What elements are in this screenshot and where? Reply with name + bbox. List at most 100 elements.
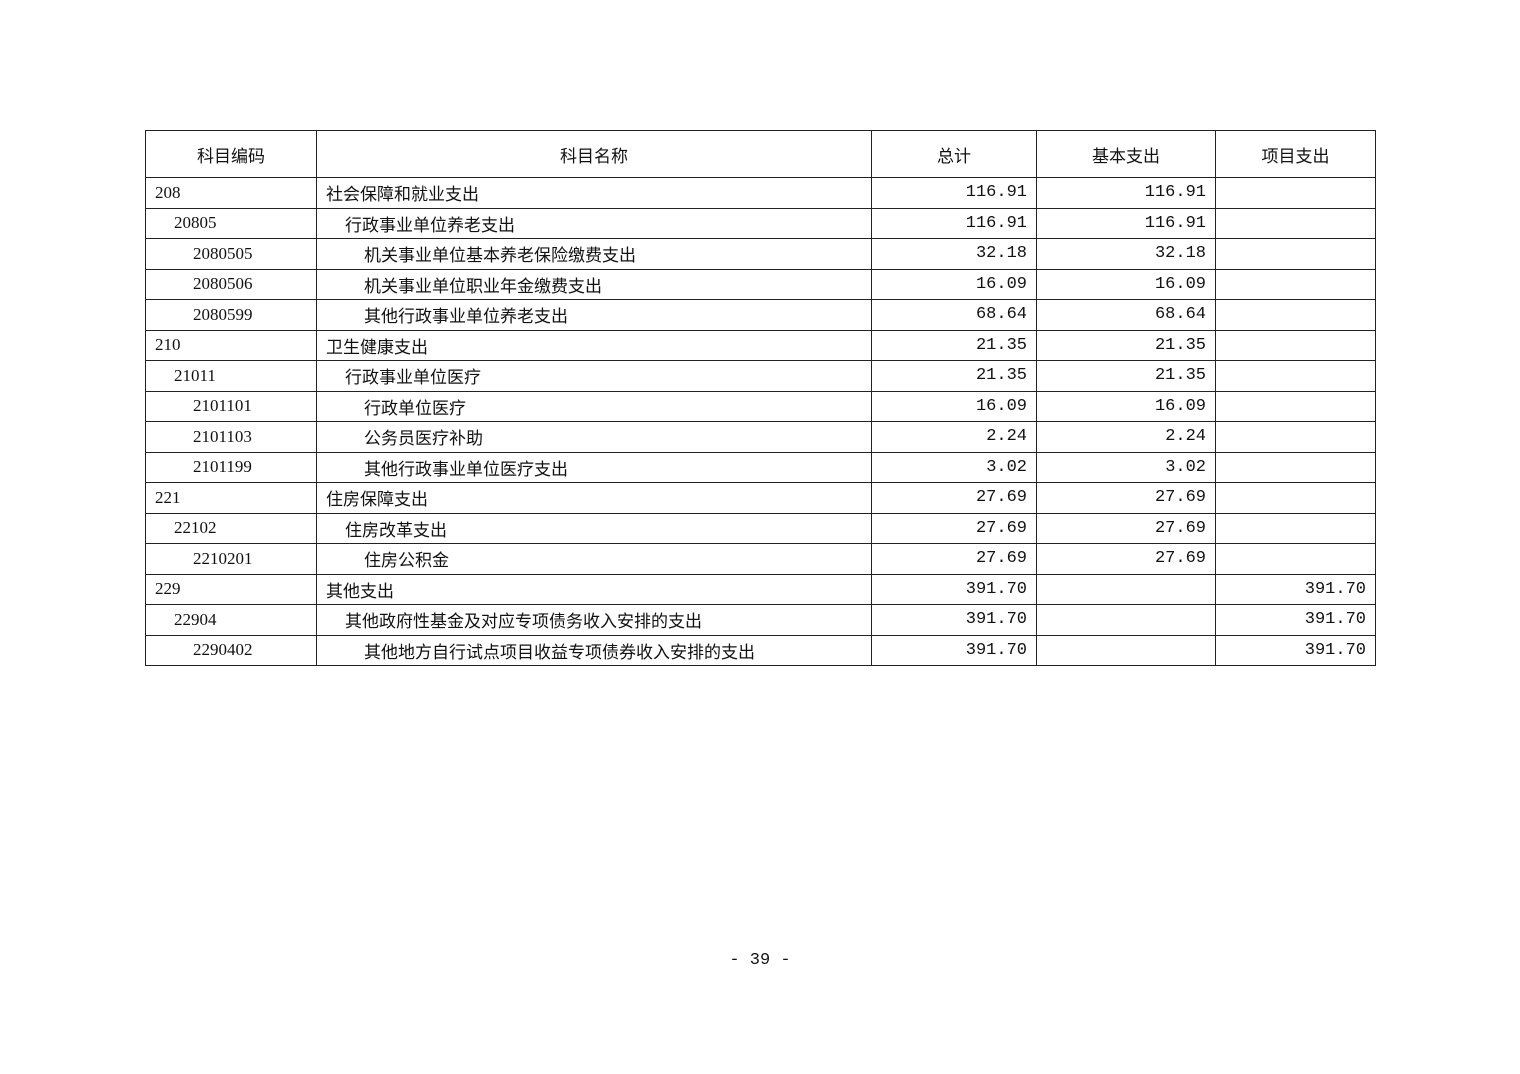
cell-project bbox=[1215, 421, 1376, 453]
cell-project bbox=[1215, 512, 1376, 544]
cell-basic: 116.91 bbox=[1036, 207, 1216, 239]
cell-basic: 68.64 bbox=[1036, 299, 1216, 331]
cell-project bbox=[1215, 299, 1376, 331]
table-row: 2080506 机关事业单位职业年金缴费支出 16.09 16.09 bbox=[145, 268, 1376, 300]
expenditure-table: 科目编码 科目名称 总计 基本支出 项目支出 208 社会保障和就业支出 116.9… bbox=[145, 130, 1376, 666]
cell-basic: 3.02 bbox=[1036, 451, 1216, 483]
cell-total: 116.91 bbox=[871, 207, 1037, 239]
table-row: 2290402 其他地方自行试点项目收益专项债券收入安排的支出 391.70 391.… bbox=[145, 634, 1376, 666]
table-row: 2101101 行政单位医疗 16.09 16.09 bbox=[145, 390, 1376, 422]
cell-name: 社会保障和就业支出 bbox=[316, 177, 872, 209]
cell-basic: 16.09 bbox=[1036, 268, 1216, 300]
cell-total: 391.70 bbox=[871, 573, 1037, 605]
cell-basic: 27.69 bbox=[1036, 543, 1216, 575]
cell-code: 2101199 bbox=[145, 451, 317, 483]
table-row: 2101103 公务员医疗补助 2.24 2.24 bbox=[145, 421, 1376, 453]
cell-total: 21.35 bbox=[871, 360, 1037, 392]
cell-project bbox=[1215, 238, 1376, 270]
table-row: 22102 住房改革支出 27.69 27.69 bbox=[145, 512, 1376, 544]
cell-name: 公务员医疗补助 bbox=[316, 421, 872, 453]
cell-name: 其他支出 bbox=[316, 573, 872, 605]
cell-code: 210 bbox=[145, 329, 317, 361]
cell-basic: 16.09 bbox=[1036, 390, 1216, 422]
header-total: 总计 bbox=[871, 130, 1037, 178]
cell-code: 221 bbox=[145, 482, 317, 514]
cell-basic: 21.35 bbox=[1036, 360, 1216, 392]
header-project: 项目支出 bbox=[1215, 130, 1376, 178]
cell-code: 229 bbox=[145, 573, 317, 605]
table-row: 2080505 机关事业单位基本养老保险缴费支出 32.18 32.18 bbox=[145, 238, 1376, 270]
cell-name: 卫生健康支出 bbox=[316, 329, 872, 361]
cell-total: 16.09 bbox=[871, 390, 1037, 422]
cell-project bbox=[1215, 390, 1376, 422]
table-row: 22904 其他政府性基金及对应专项债务收入安排的支出 391.70 391.70 bbox=[145, 604, 1376, 636]
cell-total: 21.35 bbox=[871, 329, 1037, 361]
cell-name: 其他地方自行试点项目收益专项债券收入安排的支出 bbox=[316, 634, 872, 666]
cell-total: 27.69 bbox=[871, 482, 1037, 514]
cell-total: 16.09 bbox=[871, 268, 1037, 300]
cell-total: 32.18 bbox=[871, 238, 1037, 270]
cell-name: 其他政府性基金及对应专项债务收入安排的支出 bbox=[316, 604, 872, 636]
table-row: 221 住房保障支出 27.69 27.69 bbox=[145, 482, 1376, 514]
cell-total: 27.69 bbox=[871, 543, 1037, 575]
cell-project bbox=[1215, 329, 1376, 361]
cell-project bbox=[1215, 482, 1376, 514]
cell-total: 68.64 bbox=[871, 299, 1037, 331]
cell-basic bbox=[1036, 604, 1216, 636]
cell-name: 机关事业单位职业年金缴费支出 bbox=[316, 268, 872, 300]
cell-code: 2210201 bbox=[145, 543, 317, 575]
cell-basic: 27.69 bbox=[1036, 482, 1216, 514]
cell-project: 391.70 bbox=[1215, 573, 1376, 605]
cell-name: 机关事业单位基本养老保险缴费支出 bbox=[316, 238, 872, 270]
cell-project bbox=[1215, 177, 1376, 209]
page-number: - 39 - bbox=[729, 951, 791, 970]
cell-name: 行政单位医疗 bbox=[316, 390, 872, 422]
cell-project: 391.70 bbox=[1215, 634, 1376, 666]
cell-name: 行政事业单位养老支出 bbox=[316, 207, 872, 239]
cell-code: 22904 bbox=[145, 604, 317, 636]
cell-total: 3.02 bbox=[871, 451, 1037, 483]
table-header-row: 科目编码 科目名称 总计 基本支出 项目支出 bbox=[145, 130, 1376, 178]
cell-total: 391.70 bbox=[871, 634, 1037, 666]
cell-basic: 2.24 bbox=[1036, 421, 1216, 453]
cell-code: 208 bbox=[145, 177, 317, 209]
table-row: 2101199 其他行政事业单位医疗支出 3.02 3.02 bbox=[145, 451, 1376, 483]
header-code: 科目编码 bbox=[145, 130, 317, 178]
header-basic: 基本支出 bbox=[1036, 130, 1216, 178]
cell-code: 2080599 bbox=[145, 299, 317, 331]
cell-name: 其他行政事业单位医疗支出 bbox=[316, 451, 872, 483]
cell-basic: 116.91 bbox=[1036, 177, 1216, 209]
cell-total: 27.69 bbox=[871, 512, 1037, 544]
cell-basic: 32.18 bbox=[1036, 238, 1216, 270]
cell-name: 住房改革支出 bbox=[316, 512, 872, 544]
cell-basic: 27.69 bbox=[1036, 512, 1216, 544]
cell-code: 22102 bbox=[145, 512, 317, 544]
cell-project bbox=[1215, 207, 1376, 239]
cell-basic: 21.35 bbox=[1036, 329, 1216, 361]
cell-total: 2.24 bbox=[871, 421, 1037, 453]
cell-code: 2080505 bbox=[145, 238, 317, 270]
cell-name: 其他行政事业单位养老支出 bbox=[316, 299, 872, 331]
cell-code: 2290402 bbox=[145, 634, 317, 666]
header-name: 科目名称 bbox=[316, 130, 872, 178]
table-row: 20805 行政事业单位养老支出 116.91 116.91 bbox=[145, 207, 1376, 239]
cell-basic bbox=[1036, 634, 1216, 666]
cell-total: 391.70 bbox=[871, 604, 1037, 636]
cell-basic bbox=[1036, 573, 1216, 605]
cell-project bbox=[1215, 268, 1376, 300]
table-row: 21011 行政事业单位医疗 21.35 21.35 bbox=[145, 360, 1376, 392]
cell-project bbox=[1215, 543, 1376, 575]
cell-code: 2101103 bbox=[145, 421, 317, 453]
cell-code: 2080506 bbox=[145, 268, 317, 300]
cell-total: 116.91 bbox=[871, 177, 1037, 209]
cell-project bbox=[1215, 451, 1376, 483]
cell-name: 行政事业单位医疗 bbox=[316, 360, 872, 392]
cell-project bbox=[1215, 360, 1376, 392]
cell-code: 20805 bbox=[145, 207, 317, 239]
table-row: 210 卫生健康支出 21.35 21.35 bbox=[145, 329, 1376, 361]
cell-name: 住房保障支出 bbox=[316, 482, 872, 514]
cell-project: 391.70 bbox=[1215, 604, 1376, 636]
table-row: 2080599 其他行政事业单位养老支出 68.64 68.64 bbox=[145, 299, 1376, 331]
cell-code: 2101101 bbox=[145, 390, 317, 422]
cell-code: 21011 bbox=[145, 360, 317, 392]
